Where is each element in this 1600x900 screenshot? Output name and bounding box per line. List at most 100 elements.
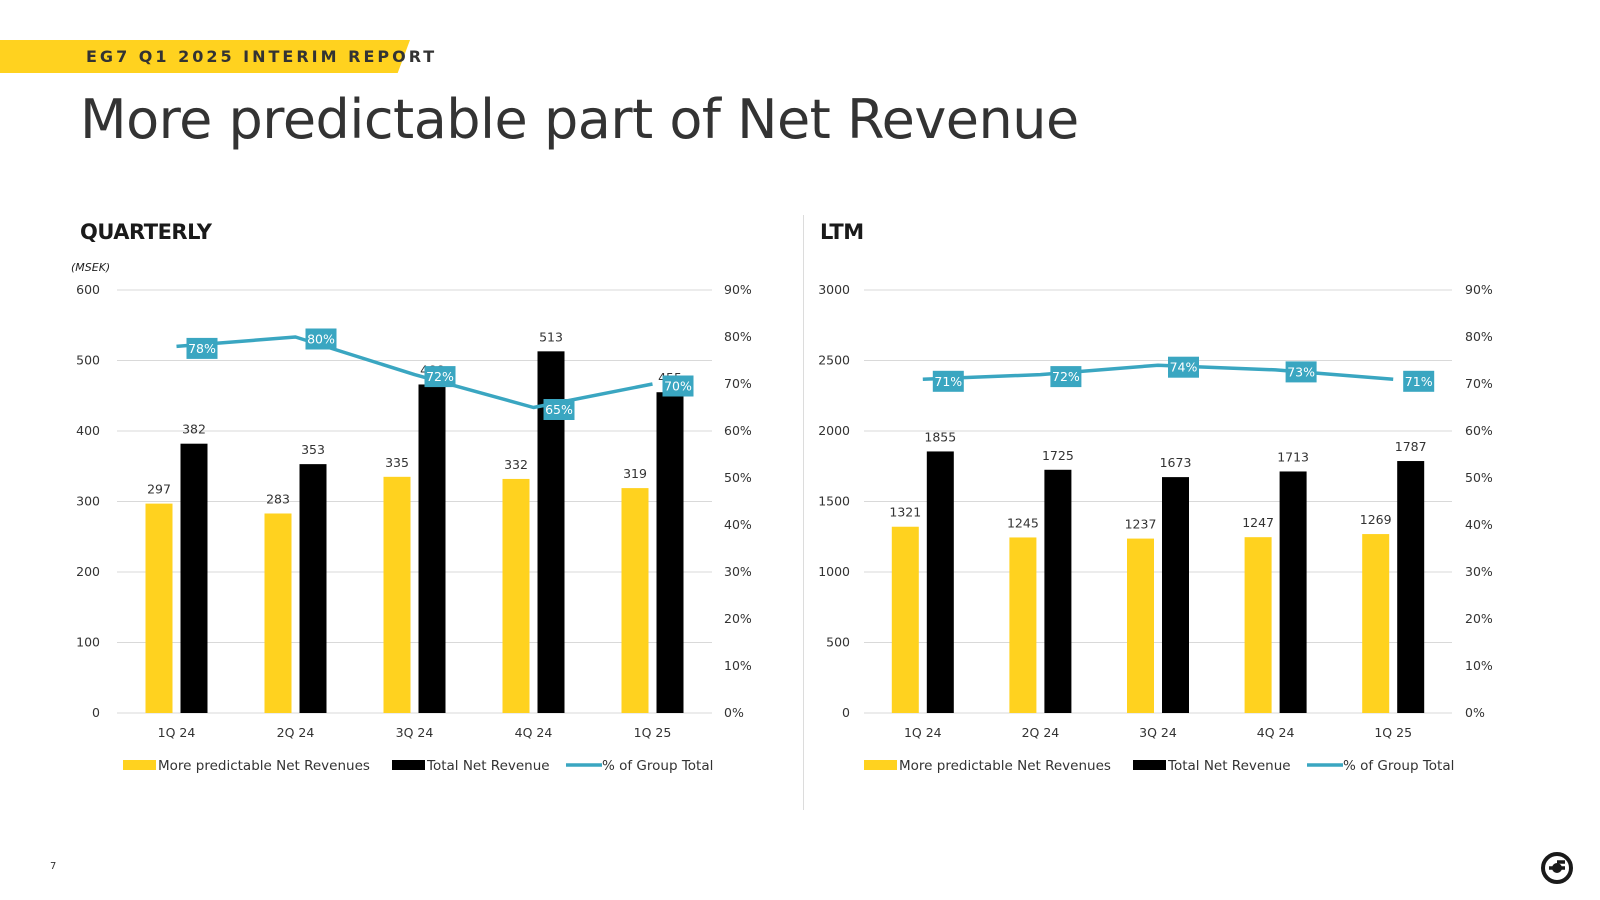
report-banner-text: EG7 Q1 2025 INTERIM REPORT [86, 47, 438, 66]
y-right-tick-label: 20% [724, 611, 752, 626]
y-right-tick-label: 80% [1465, 329, 1493, 344]
bar-total-net-revenue [418, 384, 446, 713]
line-point-label: 70% [664, 379, 692, 394]
x-tick-label: 4Q 24 [515, 725, 553, 740]
bar-more-predictable [1009, 537, 1037, 713]
bar-more-predictable [621, 488, 649, 713]
bar-data-label: 1725 [1042, 448, 1074, 463]
bar-data-label: 1237 [1125, 517, 1157, 532]
y-left-tick-label: 500 [826, 635, 850, 650]
quarterly-chart: 0 100 200 300 400 500 600 0% 10% 20% 30% 40% 50% 60% 7… [76, 282, 752, 774]
legend-label: % of Group Total [602, 758, 713, 774]
y-right-tick-label: 70% [724, 376, 752, 391]
y-left-tick-label: 0 [842, 705, 850, 720]
y-left-tick-label: 0 [92, 705, 100, 720]
y-left-tick-label: 400 [76, 423, 100, 438]
y-left-tick-label: 100 [76, 635, 100, 650]
bar-total-net-revenue [926, 451, 954, 713]
y-left-tick-label: 2000 [818, 423, 850, 438]
y-left-tick-label: 300 [76, 494, 100, 509]
bar-data-label: 319 [623, 466, 647, 481]
y-right-tick-label: 0% [724, 705, 744, 720]
report-banner [0, 40, 410, 73]
bar-total-net-revenue [299, 464, 327, 713]
y-right-tick-label: 30% [1465, 564, 1493, 579]
y-right-tick-label: 80% [724, 329, 752, 344]
y-right-tick-label: 20% [1465, 611, 1493, 626]
y-right-tick-label: 40% [1465, 517, 1493, 532]
legend-swatch-more-predictable [864, 760, 897, 770]
bar-more-predictable [264, 513, 292, 713]
line-point-label-box [932, 370, 964, 392]
y-left-tick-label: 1000 [818, 564, 850, 579]
bar-more-predictable [502, 478, 530, 713]
bar-data-label: 1713 [1277, 449, 1309, 464]
chart-divider [803, 215, 804, 810]
bar-data-label: 1321 [889, 505, 921, 520]
x-tick-label: 4Q 24 [1257, 725, 1295, 740]
y-right-tick-label: 50% [1465, 470, 1493, 485]
ltm-chart: 0 500 1000 1500 2000 2500 3000 0% 10% 20% 30% 40% 50… [818, 282, 1493, 774]
line-point-label: 73% [1287, 364, 1315, 379]
x-tick-label: 2Q 24 [1022, 725, 1060, 740]
line-point-label: 74% [1170, 360, 1198, 375]
y-right-tick-label: 90% [1465, 282, 1493, 297]
bar-more-predictable [145, 503, 173, 713]
y-left-tick-label: 200 [76, 564, 100, 579]
bar-data-label: 382 [182, 422, 206, 437]
y-left-tick-label: 1500 [818, 494, 850, 509]
legend-label: Total Net Revenue [426, 758, 550, 774]
line-point-label: 65% [545, 402, 573, 417]
bar-data-label: 1245 [1007, 515, 1039, 530]
x-tick-label: 2Q 24 [277, 725, 315, 740]
bar-data-label: 335 [385, 455, 409, 470]
bar-data-label: 283 [266, 491, 290, 506]
bar-data-label: 1269 [1360, 512, 1392, 527]
bar-total-net-revenue [1279, 471, 1307, 713]
line-point-label: 71% [1405, 374, 1433, 389]
line-point-label-box [424, 366, 456, 388]
x-tick-label: 3Q 24 [396, 725, 434, 740]
line-point-label-box [1168, 356, 1199, 378]
y-left-tick-label: 500 [76, 353, 100, 368]
legend-label: More predictable Net Revenues [899, 758, 1111, 774]
bar-total-net-revenue [1044, 469, 1072, 713]
page-number: 7 [50, 861, 57, 872]
x-tick-label: 1Q 24 [904, 725, 942, 740]
line-point-label-box [1403, 370, 1435, 392]
y-right-tick-label: 60% [1465, 423, 1493, 438]
legend-swatch-more-predictable [123, 760, 156, 770]
y-right-tick-label: 50% [724, 470, 752, 485]
bar-total-net-revenue [656, 392, 684, 713]
bar-total-net-revenue [180, 443, 208, 713]
legend-label: % of Group Total [1343, 758, 1454, 774]
line-point-label-box [543, 399, 575, 420]
bar-data-label: 1855 [924, 429, 956, 444]
bar-data-label: 1787 [1395, 439, 1427, 454]
y-right-tick-label: 30% [724, 564, 752, 579]
bar-more-predictable [891, 526, 919, 713]
line-point-label: 78% [188, 341, 216, 356]
line-point-label: 80% [307, 332, 335, 347]
line-point-label-box [186, 337, 218, 359]
legend-label: More predictable Net Revenues [158, 758, 370, 774]
y-left-tick-label: 3000 [818, 282, 850, 297]
y-right-tick-label: 90% [724, 282, 752, 297]
line-point-label: 71% [934, 374, 962, 389]
bar-more-predictable [1244, 537, 1272, 713]
line-point-label: 72% [1052, 369, 1080, 384]
bar-more-predictable [383, 476, 411, 713]
bar-data-label: 1673 [1160, 455, 1192, 470]
legend-swatch-total-net-revenue [1133, 760, 1166, 770]
line-point-label-box [662, 375, 694, 397]
line-point-label-box [305, 328, 337, 350]
bar-total-net-revenue [1397, 461, 1425, 713]
x-tick-label: 1Q 25 [1374, 725, 1412, 740]
page-title: More predictable part of Net Revenue [80, 88, 1079, 151]
bar-more-predictable [1362, 534, 1390, 713]
y-left-tick-label: 2500 [818, 353, 850, 368]
line-point-label: 72% [426, 369, 454, 384]
x-tick-label: 1Q 24 [158, 725, 196, 740]
x-tick-label: 1Q 25 [634, 725, 672, 740]
y-right-tick-label: 40% [724, 517, 752, 532]
